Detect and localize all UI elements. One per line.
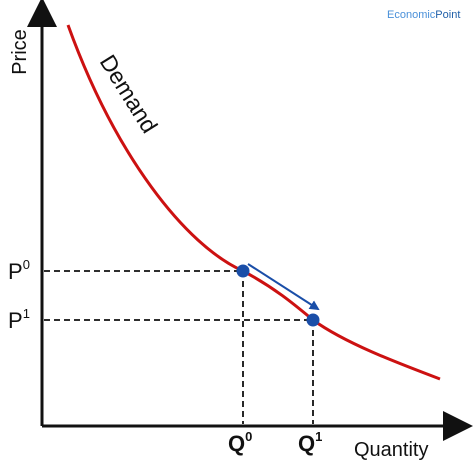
- q0-label-sup: 0: [245, 429, 252, 444]
- p1-label-sup: 1: [23, 306, 30, 321]
- q0-label: Q0: [228, 429, 252, 456]
- q1-label: Q1: [298, 429, 322, 456]
- q1-label-base: Q: [298, 431, 315, 456]
- p1-label: P1: [8, 306, 30, 333]
- demand-curve-label: Demand: [95, 50, 163, 138]
- p0-label-sup: 0: [23, 257, 30, 272]
- p1-label-base: P: [8, 308, 23, 333]
- y-axis-label: Price: [9, 29, 31, 75]
- brand-prefix: Economic: [387, 9, 436, 21]
- movement-arrow: [247, 263, 320, 311]
- p0-label-base: P: [8, 259, 23, 284]
- brand-suffix: Point: [435, 9, 460, 21]
- x-axis-label: Quantity: [354, 439, 428, 461]
- demand-curve: [66, 24, 441, 381]
- q0-label-base: Q: [228, 431, 245, 456]
- point-p1-q1: [306, 313, 320, 327]
- point-p0-q0: [236, 264, 250, 278]
- brand-logo: EconomicPoint: [387, 9, 460, 21]
- p0-label: P0: [8, 257, 30, 284]
- q1-label-sup: 1: [315, 429, 322, 444]
